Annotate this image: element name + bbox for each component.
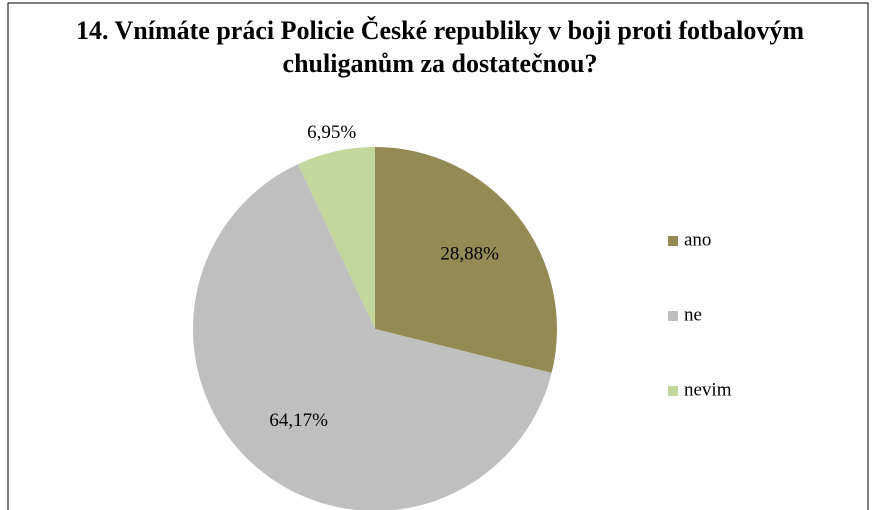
pie-slice <box>375 147 557 373</box>
chart-border <box>7 2 869 510</box>
data-label: 6,95% <box>307 122 356 143</box>
legend-label: ano <box>684 229 711 250</box>
legend-label: ne <box>684 304 702 325</box>
legend-label: nevim <box>684 379 732 400</box>
legend-swatch <box>668 386 678 396</box>
legend-swatch <box>668 311 678 321</box>
data-label: 28,88% <box>440 243 499 264</box>
pie-slice <box>193 164 552 510</box>
pie-slice <box>298 147 375 329</box>
chart-title: 14. Vnímáte práci Policie České republik… <box>76 16 804 78</box>
data-label: 64,17% <box>269 410 328 431</box>
legend-swatch <box>668 236 678 246</box>
